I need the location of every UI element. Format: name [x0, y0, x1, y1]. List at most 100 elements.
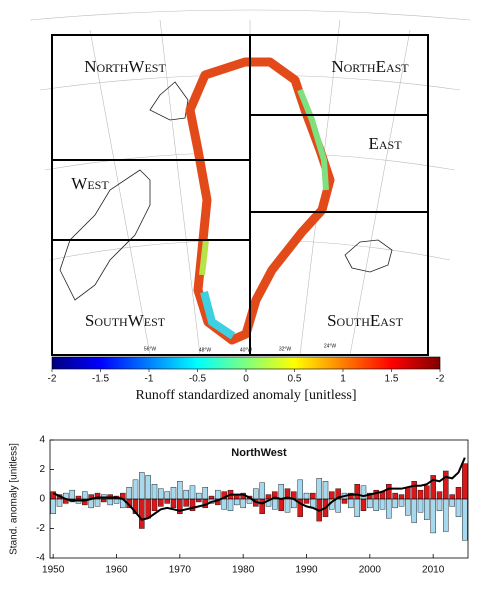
- y-tick-label: 0: [39, 494, 45, 505]
- map-frame: [51, 34, 429, 356]
- colorbar-tick-label: -2: [48, 374, 57, 385]
- colorbar-tick-label: -0.5: [189, 374, 207, 385]
- graticule-label: 24°W: [324, 343, 337, 349]
- bar: [335, 498, 341, 513]
- bar: [158, 498, 164, 507]
- colorbar-tick-label: 0.5: [288, 374, 302, 385]
- bar: [278, 484, 284, 500]
- colorbar-tick-label: 1: [340, 374, 346, 385]
- bar: [310, 492, 316, 500]
- bar: [354, 498, 360, 517]
- colorbar-tick-label: -2: [436, 374, 445, 385]
- y-tick-label: 2: [39, 464, 45, 475]
- bar: [379, 498, 386, 510]
- bar: [69, 489, 75, 500]
- bar: [183, 489, 189, 500]
- bar: [455, 498, 462, 517]
- bar: [196, 498, 202, 503]
- line: [52, 457, 466, 521]
- ellesmere: [149, 81, 189, 121]
- bar: [139, 472, 145, 500]
- bar: [424, 485, 430, 500]
- bar: [82, 491, 88, 500]
- colorbar-tick-label: 0: [243, 374, 249, 385]
- bar: [177, 481, 183, 500]
- bar: [303, 492, 310, 500]
- bar: [139, 498, 145, 529]
- y-axis-label: Stand. anomaly [unitless]: [9, 443, 20, 555]
- region-label: West: [71, 174, 109, 193]
- bar: [443, 470, 449, 500]
- graticule-label: 40°W: [240, 347, 253, 353]
- bar: [462, 463, 468, 500]
- bar: [417, 498, 424, 513]
- colorbar-label: Runoff standardized anomaly [unitless]: [136, 388, 357, 403]
- colorbar: [51, 356, 441, 370]
- bar: [411, 481, 417, 500]
- bar: [164, 491, 170, 500]
- region-label: SouthEast: [327, 311, 404, 330]
- graticule-label: 48°W: [199, 347, 212, 353]
- colorbar-tick-label: -1: [145, 374, 154, 385]
- bar: [329, 491, 335, 500]
- bar: [462, 498, 468, 541]
- bar: [227, 498, 234, 512]
- bar: [297, 479, 303, 500]
- bar: [443, 498, 449, 532]
- greenland-southwest: [199, 239, 209, 276]
- bar: [170, 487, 177, 500]
- bar: [278, 498, 284, 512]
- bar: [373, 489, 379, 500]
- bar: [234, 498, 240, 506]
- bar: [398, 494, 405, 500]
- y-tick-label: -4: [36, 553, 45, 564]
- bar: [405, 487, 411, 500]
- bar: [75, 495, 82, 500]
- x-tick-label: 2010: [422, 565, 445, 576]
- bar: [56, 498, 63, 507]
- greenland-east: [297, 88, 329, 191]
- bar: [202, 487, 208, 500]
- bar: [417, 489, 424, 500]
- bar: [348, 498, 354, 509]
- region-label: NorthEast: [331, 57, 409, 76]
- bar: [170, 498, 177, 509]
- x-tick-label: 1990: [295, 565, 318, 576]
- y-tick-label: 4: [39, 435, 45, 446]
- x-tick-label: 1950: [42, 565, 65, 576]
- bar: [126, 487, 132, 500]
- bar: [50, 498, 56, 514]
- bar: [341, 498, 348, 504]
- bar: [259, 482, 265, 500]
- region-dividers: [52, 35, 428, 355]
- x-tick-label: 2000: [359, 565, 382, 576]
- bar: [424, 498, 430, 520]
- x-tick-label: 1960: [105, 565, 128, 576]
- bar: [259, 498, 265, 514]
- bar: [449, 498, 455, 507]
- chart-title: NorthWest: [231, 447, 287, 459]
- bar: [196, 492, 202, 500]
- bar: [132, 479, 139, 500]
- y-tick-label: -2: [36, 523, 45, 534]
- bar: [360, 498, 367, 512]
- bar: [215, 489, 221, 500]
- graticule-label: 32°W: [279, 346, 292, 352]
- bar: [392, 498, 398, 509]
- bar: [322, 481, 329, 500]
- bar: [436, 498, 443, 512]
- bar: [145, 475, 151, 500]
- bar: [164, 498, 170, 504]
- bar: [189, 485, 196, 500]
- graticule-label: 56°W: [144, 346, 157, 352]
- bar: [253, 488, 259, 500]
- greenland-margin: [185, 57, 335, 345]
- region-label: SouthWest: [85, 311, 166, 330]
- map: [29, 9, 471, 356]
- bar: [284, 498, 291, 513]
- bar: [183, 498, 189, 507]
- bar: [398, 498, 405, 507]
- colorbar-tick-label: 1.5: [385, 374, 399, 385]
- bar: [430, 498, 436, 534]
